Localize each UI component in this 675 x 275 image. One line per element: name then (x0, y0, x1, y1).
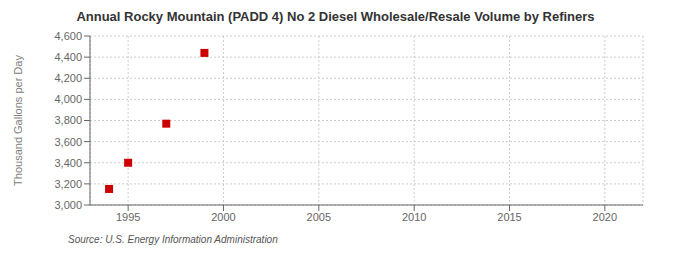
svg-text:4,200: 4,200 (54, 72, 82, 84)
svg-text:3,400: 3,400 (54, 157, 82, 169)
svg-text:4,400: 4,400 (54, 51, 82, 63)
html-text:Source: U.S. Energy Informatio: Source: U.S. Energy Information Administ… (68, 234, 278, 245)
svg-text:3,200: 3,200 (54, 178, 82, 190)
svg-text:3,000: 3,000 (54, 199, 82, 211)
svg-text:2020: 2020 (593, 211, 617, 223)
html-text:Annual Rocky Mountain (PADD 4): Annual Rocky Mountain (PADD 4) No 2 Dies… (76, 9, 595, 24)
svg-text:2010: 2010 (402, 211, 426, 223)
svg-text:2005: 2005 (307, 211, 331, 223)
svg-text:2015: 2015 (497, 211, 521, 223)
svg-text:4,000: 4,000 (54, 93, 82, 105)
svg-text:4,600: 4,600 (54, 30, 82, 42)
svg-text:3,600: 3,600 (54, 136, 82, 148)
svg-text:1995: 1995 (116, 211, 140, 223)
svg-text:3,800: 3,800 (54, 114, 82, 126)
svg-text:Thousand Gallons per Day: Thousand Gallons per Day (12, 55, 24, 186)
svg-text:2000: 2000 (211, 211, 235, 223)
